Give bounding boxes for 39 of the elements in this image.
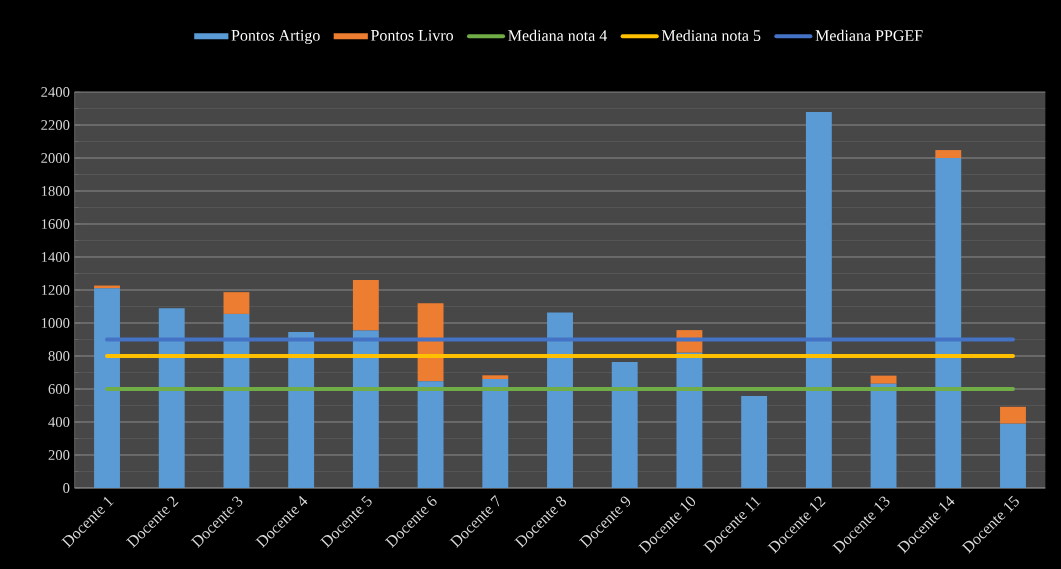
bar <box>870 383 897 488</box>
legend-label: Pontos Artigo <box>231 29 320 45</box>
bar <box>94 288 120 488</box>
bar <box>935 150 962 158</box>
y-tick-label: 1200 <box>41 285 70 295</box>
bar <box>547 312 573 488</box>
bar <box>352 280 379 331</box>
y-tick-label: 2000 <box>41 153 70 163</box>
bar <box>1000 406 1026 424</box>
y-tick-label: 200 <box>48 450 70 460</box>
y-tick-label: 1000 <box>41 318 70 328</box>
bar <box>676 352 703 488</box>
bar <box>352 330 379 488</box>
y-tick-label: 400 <box>48 417 70 427</box>
bar <box>870 375 897 384</box>
bar <box>288 332 315 488</box>
y-tick-label: 1600 <box>41 219 70 229</box>
y-tick-label: 1400 <box>41 252 70 262</box>
bar <box>223 292 250 314</box>
bar <box>223 313 250 488</box>
legend-label: Mediana PPGEF <box>815 29 923 41</box>
bar <box>482 375 509 380</box>
bar <box>935 158 962 488</box>
bar <box>417 381 444 488</box>
y-tick-label: 0 <box>63 483 70 493</box>
y-tick-label: 2400 <box>41 87 70 97</box>
bar <box>741 396 768 488</box>
legend-label: Mediana nota 5 <box>661 29 761 41</box>
y-tick-label: 2200 <box>41 120 70 130</box>
bar <box>611 361 638 488</box>
bar <box>158 308 185 488</box>
legend-label: Mediana nota 4 <box>508 29 608 41</box>
bar <box>805 111 832 488</box>
y-tick-label: 600 <box>48 384 70 394</box>
bar <box>1000 423 1026 488</box>
y-tick-label: 800 <box>48 351 70 361</box>
bar <box>482 379 509 488</box>
legend-label: Pontos Livro <box>370 29 454 41</box>
y-tick-label: 1800 <box>41 186 70 196</box>
